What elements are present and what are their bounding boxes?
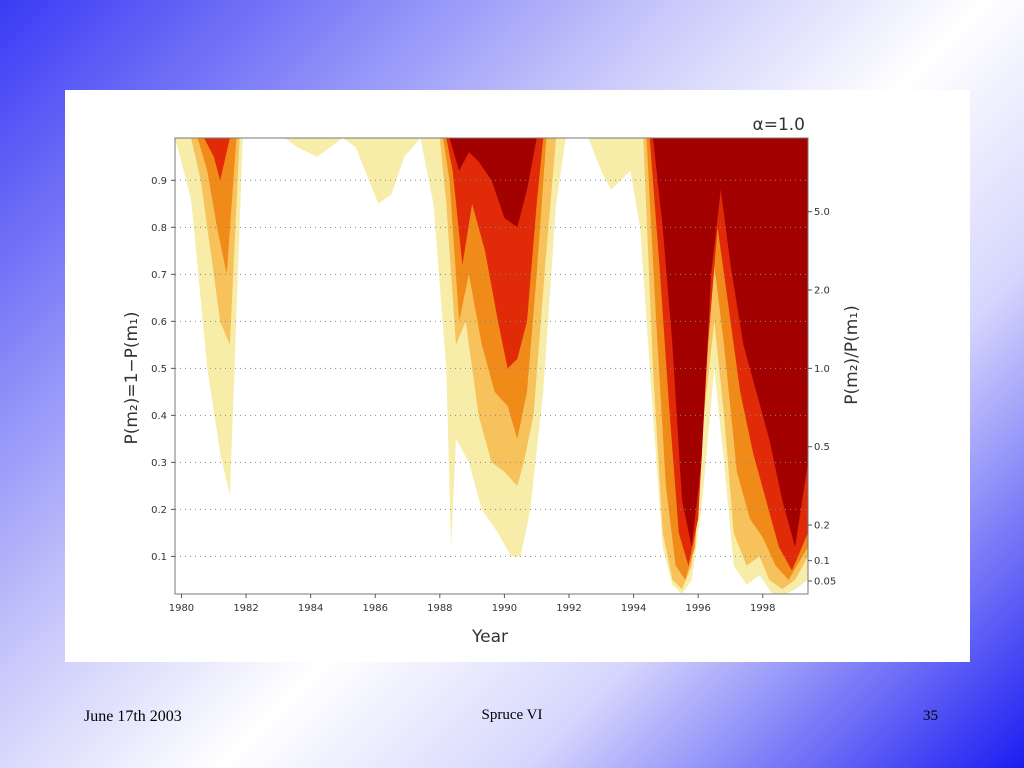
x-axis-ticks: 1980 1982 1984 1986 1988 1990 1992 1994 1996 1998 [169,594,776,614]
footer-title: Spruce VI [481,707,543,723]
y-tick-label: 0.9 [151,176,167,187]
y-axis-left-ticks: 0.1 0.2 0.3 0.4 0.5 0.6 0.7 0.8 0.9 [151,176,175,563]
level-4 [204,138,808,571]
y-tick-label: 0.3 [151,458,167,469]
plot-frame [174,137,809,595]
y-axis-right-label: P(m₂)/P(m₁) [842,305,862,405]
x-tick-label: 1984 [298,603,323,614]
y-tick-label: 0.4 [151,411,167,422]
y-tick-label: 0.7 [151,270,167,281]
grid-lines [175,179,808,557]
y-right-tick-label: 1.0 [814,364,830,375]
y-right-tick-label: 5.0 [814,207,830,218]
y-tick-label: 0.2 [151,505,167,516]
x-tick-label: 1992 [556,603,581,614]
y-right-tick-label: 0.05 [814,577,836,588]
y-tick-label: 0.6 [151,317,167,328]
y-tick-label: 0.1 [151,552,167,563]
y-axis-left-label: P(m₂)=1−P(m₁) [122,311,142,444]
x-tick-label: 1982 [233,603,258,614]
level-3 [197,138,808,580]
footer-date: June 17th 2003 [84,708,182,725]
x-tick-label: 1980 [169,603,194,614]
x-tick-label: 1986 [363,603,388,614]
y-right-tick-label: 0.1 [814,556,830,567]
x-axis-label: Year [471,627,508,647]
x-tick-label: 1988 [427,603,452,614]
contour-levels [175,138,808,594]
x-tick-label: 1994 [621,603,646,614]
y-tick-label: 0.5 [151,364,167,375]
x-tick-label: 1996 [685,603,710,614]
y-right-tick-label: 0.2 [814,521,830,532]
y-axis-right-ticks: 5.0 2.0 1.0 0.5 0.2 0.1 0.05 [808,207,836,588]
probability-chart: 1980 1982 1984 1986 1988 1990 1992 1994 1996 1998… [122,115,862,647]
y-right-tick-label: 2.0 [814,286,830,297]
alpha-annotation: α=1.0 [753,115,806,135]
page-number: 35 [923,708,938,724]
chart-panel: 1980 1982 1984 1986 1988 1990 1992 1994 1996 1998… [65,90,970,662]
x-tick-label: 1990 [492,603,517,614]
y-right-tick-label: 0.5 [814,442,830,453]
y-tick-label: 0.8 [151,223,167,234]
x-tick-label: 1998 [750,603,775,614]
level-5 [449,138,808,547]
